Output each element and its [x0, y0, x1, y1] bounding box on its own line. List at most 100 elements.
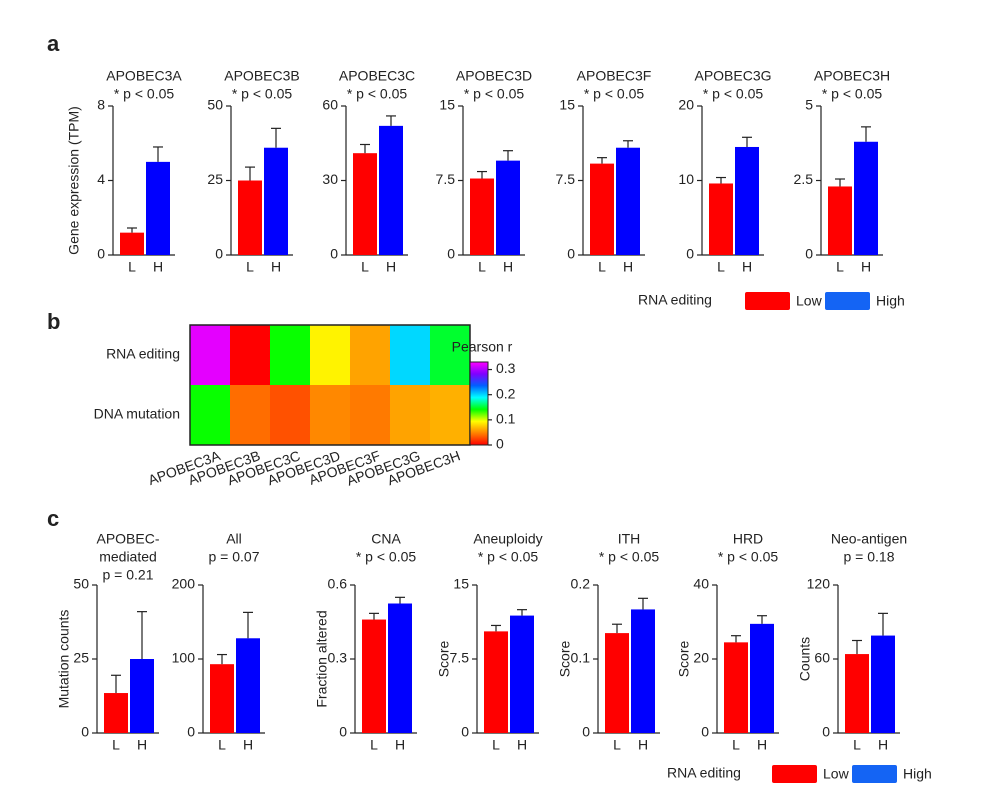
y-tick-label: 0.6	[328, 576, 348, 592]
error-bar	[395, 596, 405, 604]
chart-title: mediated	[99, 549, 157, 565]
chart-title: All	[226, 531, 242, 547]
error-bar	[517, 609, 527, 616]
error-bar	[153, 146, 163, 162]
y-tick-label: 0	[805, 246, 813, 262]
y-tick-label: 120	[807, 576, 831, 592]
x-tick-label: H	[757, 737, 767, 753]
x-tick-label: H	[395, 737, 405, 753]
chart-title: Aneuploidy	[473, 531, 542, 547]
bar	[362, 619, 386, 733]
y-tick-label: 5	[805, 97, 813, 113]
y-tick-label: 20	[678, 97, 694, 113]
y-tick-label: 30	[322, 171, 338, 187]
error-bar	[491, 624, 501, 632]
chart-title: * p < 0.05	[114, 86, 175, 102]
x-tick-label: L	[128, 259, 136, 275]
x-tick-label: H	[153, 259, 163, 275]
error-bar	[742, 136, 752, 147]
bar	[104, 693, 128, 733]
x-tick-label: L	[613, 737, 621, 753]
chart-title: APOBEC-	[96, 531, 159, 547]
error-bar	[757, 615, 767, 624]
bar	[238, 180, 262, 255]
chart-title: * p < 0.05	[718, 549, 779, 565]
chart-title: * p < 0.05	[464, 86, 525, 102]
x-tick-label: L	[836, 259, 844, 275]
heatmap-cell	[270, 385, 310, 445]
chart-title: APOBEC3G	[694, 68, 771, 84]
heatmap-cell	[310, 325, 350, 385]
y-tick-label: 2.5	[794, 171, 814, 187]
heatmap-cell	[270, 325, 310, 385]
y-tick-label: 0	[822, 724, 830, 740]
y-axis-label: Mutation counts	[56, 610, 72, 709]
x-tick-label: H	[517, 737, 527, 753]
y-tick-label: 0	[339, 724, 347, 740]
y-tick-label: 0	[330, 246, 338, 262]
bar	[854, 141, 878, 255]
bar	[616, 147, 640, 255]
error-bar	[638, 597, 648, 610]
y-tick-label: 7.5	[450, 650, 470, 666]
row-label: DNA mutation	[94, 406, 180, 422]
bar	[590, 163, 614, 255]
y-tick-label: 7.5	[556, 171, 576, 187]
y-tick-label: 0	[582, 724, 590, 740]
colorbar-tick-label: 0.1	[496, 411, 516, 427]
y-tick-label: 0	[701, 724, 709, 740]
y-tick-label: 0	[686, 246, 694, 262]
legend-title: RNA editing	[638, 292, 712, 308]
bar	[210, 664, 234, 733]
colorbar-tick-label: 0.2	[496, 385, 516, 401]
heatmap-cell	[350, 385, 390, 445]
y-axis-label: Score	[557, 641, 573, 678]
x-tick-label: H	[271, 259, 281, 275]
bar	[750, 623, 774, 733]
legend-label: Low	[823, 766, 850, 782]
error-bar	[597, 157, 607, 164]
y-tick-label: 0	[215, 246, 223, 262]
y-tick-label: 25	[73, 650, 89, 666]
error-bar	[731, 635, 741, 643]
y-axis-label: Fraction altered	[314, 610, 330, 707]
x-tick-label: L	[112, 737, 120, 753]
heatmap-cell	[190, 325, 230, 385]
y-tick-label: 0	[187, 724, 195, 740]
error-bar	[716, 176, 726, 184]
y-tick-label: 0.1	[571, 650, 591, 666]
y-tick-label: 0.2	[571, 576, 591, 592]
bar	[379, 125, 403, 255]
x-tick-label: H	[137, 737, 147, 753]
error-bar	[503, 150, 513, 161]
y-tick-label: 7.5	[436, 171, 456, 187]
bar	[120, 232, 144, 255]
x-tick-label: L	[370, 737, 378, 753]
y-tick-label: 0	[97, 246, 105, 262]
error-bar	[861, 126, 871, 142]
y-axis-label: Score	[436, 641, 452, 678]
y-tick-label: 10	[678, 171, 694, 187]
y-tick-label: 0	[447, 246, 455, 262]
y-tick-label: 60	[814, 650, 830, 666]
error-bar	[360, 143, 370, 154]
y-tick-label: 4	[97, 171, 105, 187]
error-bar	[217, 653, 227, 665]
x-tick-label: H	[861, 259, 871, 275]
colorbar-title: Pearson r	[452, 339, 513, 355]
legend-label: Low	[796, 293, 823, 309]
legend-title: RNA editing	[667, 765, 741, 781]
heatmap-cell	[230, 325, 270, 385]
chart-title: HRD	[733, 531, 763, 547]
heatmap-cell	[350, 325, 390, 385]
chart-title: * p < 0.05	[584, 86, 645, 102]
y-axis-label: Score	[676, 641, 692, 678]
heatmap-cell	[430, 385, 470, 445]
bar	[510, 615, 534, 733]
heatmap-cell	[190, 385, 230, 445]
chart-title: APOBEC3D	[456, 68, 532, 84]
y-tick-label: 50	[73, 576, 89, 592]
x-tick-label: L	[361, 259, 369, 275]
bar	[828, 186, 852, 255]
chart-title: * p < 0.05	[356, 549, 417, 565]
